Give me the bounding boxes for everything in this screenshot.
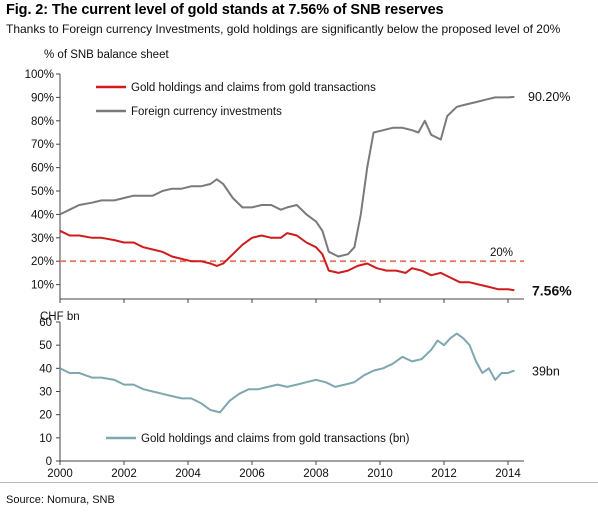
x-tick-label: 2000 (47, 468, 73, 480)
x-tick-label: 2002 (111, 468, 137, 480)
legend-label-forex: Foreign currency investments (131, 106, 282, 118)
bottom-y-tick-label: 20 (39, 410, 52, 422)
end-label-gold-bn: 39bn (532, 365, 560, 379)
top-y-tick-label: 70% (31, 139, 54, 151)
legend-label-gold: Gold holdings and claims from gold trans… (131, 82, 376, 94)
top-y-tick-label: 10% (31, 280, 54, 292)
bottom-y-tick-label: 50 (39, 340, 52, 352)
bottom-y-tick-label: 60 (39, 317, 52, 329)
bottom-y-axis-label: CHF bn (40, 311, 80, 323)
x-tick-label: 2012 (431, 468, 457, 480)
threshold-label: 20% (490, 247, 513, 259)
figure-subtitle: Thanks to Foreign currency Investments, … (6, 22, 561, 36)
source-divider (0, 482, 598, 483)
series-line-gold (59, 229, 515, 292)
x-tick-label: 2004 (175, 468, 201, 480)
top-y-tick-label: 40% (31, 209, 54, 221)
top-y-tick-label: 90% (31, 92, 54, 104)
top-y-tick-label: 60% (31, 163, 54, 175)
series-line-gold_bn (59, 332, 515, 414)
bottom-y-tick-label: 10 (39, 433, 52, 445)
series-line-forex (59, 95, 515, 258)
x-tick-label: 2008 (303, 468, 329, 480)
x-tick-label: 2006 (239, 468, 265, 480)
end-label-gold: 7.56% (532, 282, 572, 298)
top-y-tick-label: 100% (25, 69, 54, 81)
source-note: Source: Nomura, SNB (6, 494, 115, 506)
top-y-tick-label: 30% (31, 233, 54, 245)
top-y-tick-label: 80% (31, 116, 54, 128)
bottom-y-tick-label: 40 (39, 363, 52, 375)
legend-label-gold-bn: Gold holdings and claims from gold trans… (141, 433, 410, 445)
top-y-axis-label: % of SNB balance sheet (44, 49, 169, 61)
bottom-y-tick-label: 30 (39, 387, 52, 399)
x-tick-label: 2014 (495, 468, 521, 480)
end-label-forex: 90.20% (528, 90, 570, 104)
top-y-tick-label: 50% (31, 186, 54, 198)
x-tick-label: 2010 (367, 468, 393, 480)
figure-title: Fig. 2: The current level of gold stands… (6, 2, 444, 18)
bottom-y-tick-label: 0 (46, 456, 52, 468)
top-y-tick-label: 20% (31, 256, 54, 268)
